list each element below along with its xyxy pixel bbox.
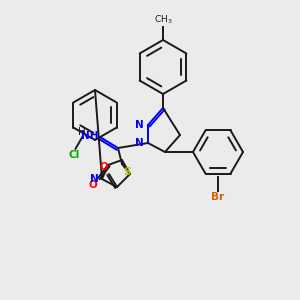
Text: Cl: Cl [69, 150, 80, 160]
Text: CH$_3$: CH$_3$ [154, 14, 172, 26]
Text: O: O [88, 180, 97, 190]
Text: N: N [135, 120, 144, 130]
Text: S: S [123, 167, 130, 177]
Text: O: O [99, 162, 108, 172]
Text: Br: Br [212, 192, 225, 202]
Text: H: H [78, 127, 86, 137]
Text: NH: NH [80, 131, 98, 141]
Text: N: N [135, 138, 144, 148]
Text: N: N [90, 174, 99, 184]
